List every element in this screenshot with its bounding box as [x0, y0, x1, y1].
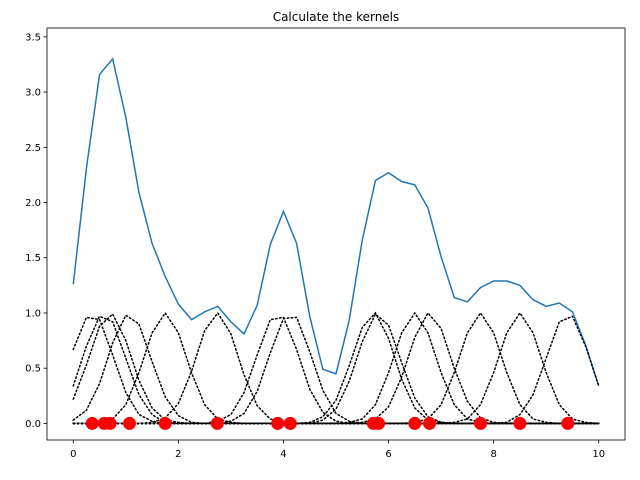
data-point	[372, 416, 386, 430]
data-point	[158, 416, 172, 430]
x-tick-label: 10	[592, 449, 605, 460]
plot-frame	[46, 27, 626, 441]
x-tick-label: 2	[175, 449, 181, 460]
y-tick-label: 2.5	[25, 143, 41, 154]
y-tick-label: 0.5	[25, 364, 41, 375]
y-tick-label: 1.5	[25, 253, 41, 264]
data-point	[408, 416, 422, 430]
x-tick-label: 8	[490, 449, 496, 460]
data-point	[423, 416, 437, 430]
x-tick-label: 6	[385, 449, 391, 460]
data-point	[474, 416, 487, 430]
data-point	[513, 416, 527, 430]
data-point	[271, 416, 285, 430]
data-point	[283, 416, 297, 430]
x-tick-label: 4	[280, 449, 286, 460]
data-point	[103, 416, 117, 430]
y-tick-label: 3.0	[25, 88, 41, 99]
y-tick-label: 3.5	[25, 32, 41, 43]
data-point	[561, 416, 575, 430]
y-tick-label: 0.0	[25, 419, 41, 430]
data-point	[210, 416, 224, 430]
y-tick-label: 2.0	[25, 198, 41, 209]
kernel-line	[72, 312, 600, 425]
density-line	[72, 57, 600, 387]
data-point	[85, 416, 99, 430]
y-tick-label: 1.0	[25, 308, 41, 319]
x-tick-label: 0	[70, 449, 76, 460]
chart-title: Calculate the kernels	[273, 10, 400, 24]
data-point	[122, 416, 136, 430]
